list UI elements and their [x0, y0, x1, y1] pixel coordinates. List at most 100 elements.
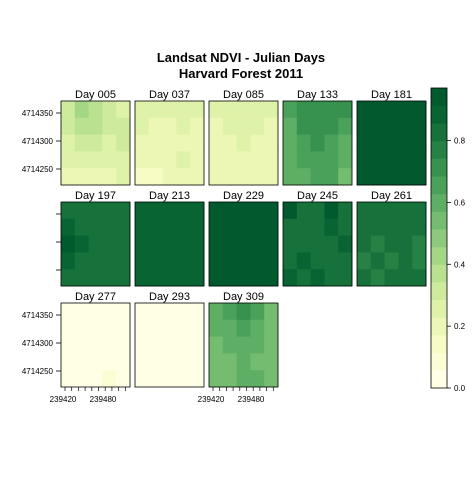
heatmap-cell	[412, 202, 427, 220]
heatmap-cell	[398, 218, 413, 236]
heatmap-cell	[61, 117, 76, 135]
heatmap-cell	[412, 168, 427, 186]
heatmap-cell	[324, 252, 339, 270]
heatmap-cell	[398, 134, 413, 152]
heatmap-cell	[296, 269, 311, 287]
panel-label: Day 005	[75, 89, 116, 101]
heatmap-cell	[209, 353, 224, 371]
heatmap-cell	[384, 151, 399, 169]
heatmap-cell	[296, 101, 311, 119]
chart-title: Landsat NDVI - Julian Days	[157, 50, 325, 65]
heatmap-cell	[264, 202, 279, 220]
heatmap-cell	[338, 117, 353, 135]
heatmap-cell	[190, 319, 205, 337]
heatmap-cell	[74, 235, 89, 253]
y-tick-label: 4714350	[22, 109, 54, 118]
heatmap-cell	[209, 202, 224, 220]
heatmap-cell	[384, 202, 399, 220]
heatmap-cell	[296, 235, 311, 253]
heatmap-cell	[190, 134, 205, 152]
heatmap-cell	[398, 168, 413, 186]
colorbar-swatch	[431, 299, 447, 318]
heatmap-cell	[116, 370, 131, 388]
heatmap-cell	[250, 101, 265, 119]
heatmap-cell	[61, 218, 76, 236]
heatmap-cell	[88, 168, 103, 186]
heatmap-cell	[116, 168, 131, 186]
heatmap-cell	[250, 117, 265, 135]
colorbar-tick-label: 0.8	[454, 137, 466, 146]
heatmap-cell	[162, 269, 177, 287]
heatmap-cell	[162, 151, 177, 169]
heatmap-cell	[102, 151, 117, 169]
heatmap-cell	[338, 218, 353, 236]
heatmap-cell	[190, 168, 205, 186]
heatmap-cell	[135, 151, 150, 169]
heatmap-cell	[264, 353, 279, 371]
heatmap-cell	[148, 101, 163, 119]
heatmap-cell	[102, 101, 117, 119]
colorbar-swatch	[431, 88, 447, 106]
heatmap-cell	[264, 235, 279, 253]
heatmap-cell	[236, 202, 251, 220]
heatmap-cell	[116, 336, 131, 354]
heatmap-cell	[162, 101, 177, 119]
heatmap-cell	[74, 353, 89, 371]
heatmap-cell	[176, 168, 191, 186]
heatmap-cell	[209, 303, 224, 321]
heatmap-cell	[135, 117, 150, 135]
heatmap-cell	[148, 269, 163, 287]
heatmap-cell	[310, 252, 325, 270]
heatmap-cell	[88, 303, 103, 321]
heatmap-cell	[222, 151, 237, 169]
colorbar: 0.0 0.2 0.4 0.6 0.8	[430, 87, 466, 393]
heatmap-cell	[222, 252, 237, 270]
heatmap-cell	[370, 252, 385, 270]
heatmap-cell	[370, 218, 385, 236]
colorbar-swatch	[431, 193, 447, 212]
heatmap-cell	[384, 117, 399, 135]
panel-border	[134, 100, 205, 186]
heatmap-cell	[102, 319, 117, 337]
heatmap-cell	[283, 269, 298, 287]
colorbar-swatch	[431, 140, 447, 159]
heatmap-cell	[236, 269, 251, 287]
heatmap-cell	[236, 370, 251, 388]
heatmap-cell	[250, 235, 265, 253]
heatmap-cell	[324, 117, 339, 135]
heatmap-cell	[236, 117, 251, 135]
heatmap-cell	[370, 269, 385, 287]
heatmap-cell	[296, 134, 311, 152]
heatmap-cell	[324, 202, 339, 220]
heatmap-cell	[283, 252, 298, 270]
heatmap-cell	[324, 235, 339, 253]
heatmap-cell	[88, 101, 103, 119]
heatmap-cell	[324, 218, 339, 236]
heatmap-cell	[135, 168, 150, 186]
heatmap-cell	[148, 370, 163, 388]
panel-border	[134, 302, 205, 388]
heatmap-cell	[135, 353, 150, 371]
heatmap-cell	[74, 252, 89, 270]
heatmap-cell	[384, 168, 399, 186]
heatmap-cell	[148, 117, 163, 135]
heatmap-cell	[176, 319, 191, 337]
heatmap-cell	[88, 202, 103, 220]
heatmap-cell	[162, 252, 177, 270]
heatmap-cell	[250, 370, 265, 388]
heatmap-cell	[176, 353, 191, 371]
heatmap-cell	[357, 252, 372, 270]
colorbar-tick-label: 0.0	[454, 384, 466, 393]
heatmap-cell	[88, 218, 103, 236]
heatmap-cell	[357, 101, 372, 119]
heatmap-cell	[398, 269, 413, 287]
heatmap-cell	[283, 235, 298, 253]
heatmap-cell	[61, 303, 76, 321]
heatmap-cell	[264, 218, 279, 236]
heatmap-cell	[222, 303, 237, 321]
y-tick-label: 4714300	[22, 137, 54, 146]
heatmap-cell	[384, 269, 399, 287]
heatmap-cell	[162, 235, 177, 253]
heatmap-cell	[384, 134, 399, 152]
